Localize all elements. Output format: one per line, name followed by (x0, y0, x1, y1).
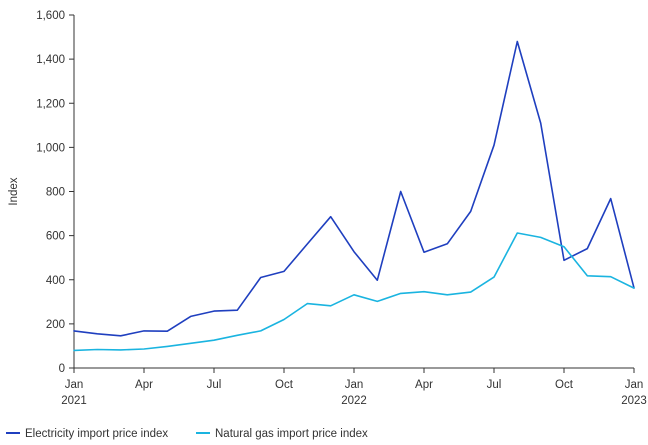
series-line-natural-gas (73, 232, 635, 352)
y-tick-label: 1,600 (36, 10, 65, 22)
y-axis: 0 200 400 600 800 1,000 1,200 1,400 1,600 (36, 10, 75, 375)
legend-label-electricity: Electricity import price index (25, 428, 168, 440)
x-tick-label: Jan (345, 379, 364, 391)
x-tick-label: Oct (275, 379, 294, 391)
y-tick-label: 1,000 (36, 142, 65, 154)
x-tick-year-label: 2023 (621, 395, 647, 407)
x-tick-label: Jul (487, 379, 502, 391)
y-tick-label: 200 (46, 319, 65, 331)
y-tick-label: 800 (46, 187, 65, 199)
y-tick-label: 400 (46, 275, 65, 287)
series-layer (73, 40, 635, 352)
x-tick-year-label: 2022 (341, 395, 367, 407)
x-tick-label: Jul (207, 379, 222, 391)
y-tick-label: 1,400 (36, 54, 65, 66)
series-line-electricity (73, 40, 635, 337)
x-tick-year-label: 2021 (61, 395, 87, 407)
y-tick-label: 1,200 (36, 98, 65, 110)
x-tick-label: Apr (135, 379, 153, 391)
legend-label-natural-gas: Natural gas import price index (215, 428, 368, 440)
y-tick-label: 0 (59, 363, 65, 375)
x-axis: Jan 2021 Apr Jul Oct Jan 2022 Apr Jul Oct Jan 2023 (61, 367, 647, 407)
x-tick-label: Jan (625, 379, 644, 391)
x-tick-label: Jan (65, 379, 84, 391)
legend: Electricity import price index Natural ga… (6, 428, 368, 440)
x-tick-label: Apr (415, 379, 433, 391)
x-tick-label: Oct (555, 379, 574, 391)
y-axis-title: Index (8, 177, 20, 205)
y-tick-label: 600 (46, 231, 65, 243)
